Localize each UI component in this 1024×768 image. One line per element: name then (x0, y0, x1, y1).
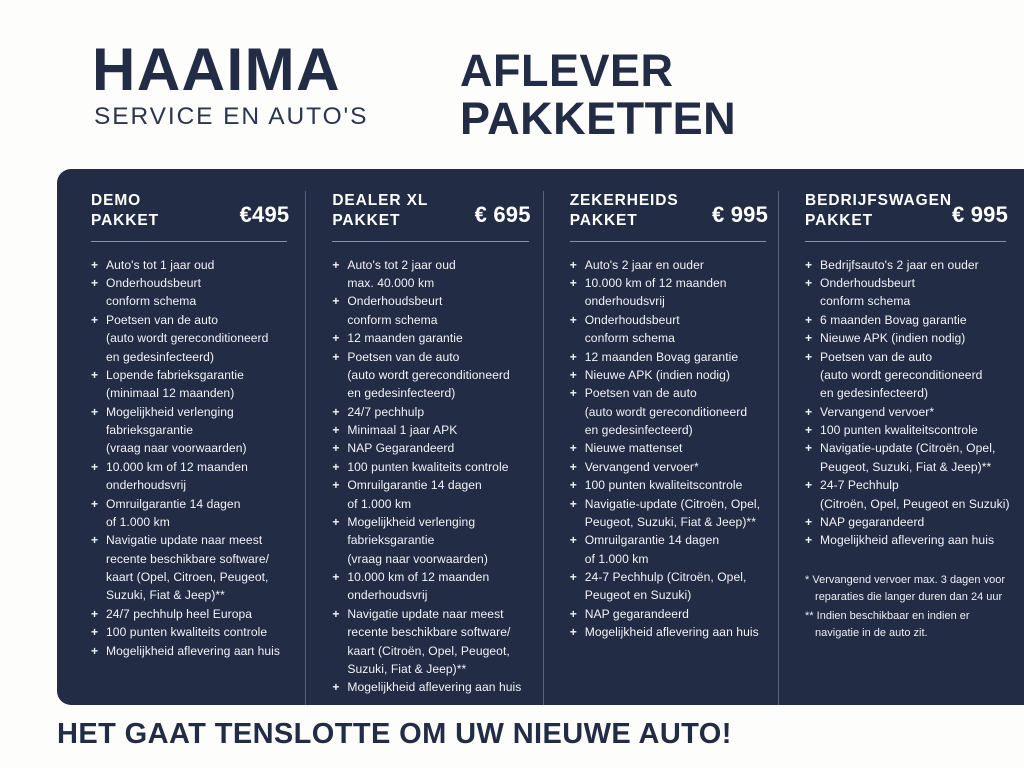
feature-item: 24/7 pechhulp (332, 403, 532, 422)
feature-item: 100 punten kwaliteits controle (91, 623, 291, 642)
package-price: €495 (239, 202, 290, 227)
package-price: € 995 (951, 202, 1009, 227)
feature-item: 100 punten kwaliteitscontrole (805, 421, 1010, 440)
feature-item: Mogelijkheid aflevering aan huis (91, 642, 291, 661)
feature-item: Poetsen van de auto (auto wordt gerecond… (570, 384, 770, 439)
header-divider (332, 240, 529, 242)
brand-tagline: SERVICE EN AUTO'S (94, 103, 369, 131)
feature-item: Auto's tot 1 jaar oud (91, 256, 291, 275)
package-column-zekerheids: ZEKERHEIDS PAKKET € 995 Auto's 2 jaar en… (542, 191, 778, 705)
package-name: ZEKERHEIDS PAKKET (569, 192, 679, 229)
feature-item: 10.000 km of 12 maanden onderhoudsvrij (91, 458, 291, 495)
package-column-dealer-xl: DEALER XL PAKKET € 695 Auto's tot 2 jaar… (305, 191, 542, 705)
feature-item: Onderhoudsbeurt conform schema (332, 292, 532, 329)
feature-item: Mogelijkheid aflevering aan huis (805, 531, 1010, 550)
feature-list: Auto's tot 1 jaar oudOnderhoudsbeurt con… (91, 256, 291, 661)
feature-item: NAP Gegarandeerd (332, 439, 532, 458)
feature-item: Navigatie-update (Citroën, Opel, Peugeot… (805, 439, 1010, 476)
feature-item: Mogelijkheid aflevering aan huis (332, 678, 532, 697)
feature-item: Nieuwe APK (indien nodig) (570, 366, 770, 385)
package-header: DEALER XL PAKKET € 695 (332, 191, 532, 241)
feature-item: 24-7 Pechhulp (Citroën, Opel, Peugeot en… (805, 476, 1010, 513)
packages-card: DEMO PAKKET €495 Auto's tot 1 jaar oudOn… (57, 169, 1024, 705)
package-column-bedrijfswagen: BEDRIJFSWAGEN PAKKET € 995 Bedrijfsauto'… (778, 191, 1024, 705)
package-header: ZEKERHEIDS PAKKET € 995 (570, 191, 770, 241)
package-name: BEDRIJFSWAGEN PAKKET (805, 192, 952, 229)
feature-item: Nieuwe APK (indien nodig) (805, 329, 1010, 348)
header-divider (91, 240, 288, 242)
feature-item: Poetsen van de auto (auto wordt gerecond… (805, 348, 1010, 403)
feature-item: 100 punten kwaliteitscontrole (570, 476, 770, 495)
package-header: DEMO PAKKET €495 (91, 191, 291, 241)
feature-item: 24/7 pechhulp heel Europa (91, 605, 291, 624)
feature-item: Vervangend vervoer* (805, 403, 1010, 422)
brand-name: HAAIMA (92, 36, 341, 103)
package-name: DEALER XL PAKKET (332, 192, 429, 229)
package-name: DEMO PAKKET (91, 192, 159, 229)
page-title-line-2: PAKKETTEN (460, 92, 737, 144)
brand-logo: HAAIMA SERVICE EN AUTO'S (92, 36, 422, 131)
footnote-list: * Vervangend vervoer max. 3 dagen voor r… (805, 572, 1010, 642)
header-divider (569, 240, 767, 242)
page-title-line-1: AFLEVER (460, 45, 674, 96)
feature-item: 10.000 km of 12 maanden onderhoudsvrij (332, 568, 532, 605)
feature-item: NAP gegarandeerd (805, 513, 1010, 532)
header-divider (805, 240, 1007, 242)
feature-item: Onderhoudsbeurt conform schema (91, 274, 291, 311)
feature-item: Mogelijkheid verlenging fabrieksgarantie… (332, 513, 532, 568)
feature-item: 10.000 km of 12 maanden onderhoudsvrij (570, 274, 770, 311)
feature-item: Minimaal 1 jaar APK (332, 421, 532, 440)
feature-list: Auto's tot 2 jaar oud max. 40.000 kmOnde… (332, 256, 532, 697)
feature-item: 24-7 Pechhulp (Citroën, Opel, Peugeot en… (570, 568, 770, 605)
package-price: € 695 (474, 202, 531, 227)
footnote-item: * Vervangend vervoer max. 3 dagen voor r… (805, 573, 1005, 603)
page-header: HAAIMA SERVICE EN AUTO'S AFLEVER PAKKETT… (0, 0, 1024, 141)
feature-item: Auto's 2 jaar en ouder (570, 256, 770, 275)
feature-item: Navigatie-update (Citroën, Opel, Peugeot… (570, 495, 770, 532)
footnote-item: ** Indien beschikbaar en indien er navig… (805, 609, 970, 639)
footer-slogan: HET GAAT TENSLOTTE OM UW NIEUWE AUTO! (57, 718, 732, 750)
feature-list: Auto's 2 jaar en ouder10.000 km of 12 ma… (570, 256, 770, 642)
feature-item: Vervangend vervoer* (570, 458, 770, 477)
feature-item: Lopende fabrieksgarantie (minimaal 12 ma… (91, 366, 291, 403)
package-header: BEDRIJFSWAGEN PAKKET € 995 (805, 191, 1010, 241)
feature-item: 100 punten kwaliteits controle (332, 458, 532, 477)
feature-list: Bedrijfsauto's 2 jaar en ouderOnderhouds… (805, 256, 1010, 550)
feature-item: Onderhoudsbeurt conform schema (570, 311, 770, 348)
package-price: € 995 (711, 202, 769, 227)
feature-item: Nieuwe mattenset (570, 439, 770, 458)
feature-item: Omruilgarantie 14 dagen of 1.000 km (332, 476, 532, 513)
feature-item: Poetsen van de auto (auto wordt gerecond… (91, 311, 291, 366)
feature-item: 6 maanden Bovag garantie (805, 311, 1010, 330)
feature-item: Navigatie update naar meest recente besc… (91, 531, 291, 605)
feature-item: NAP gegarandeerd (570, 605, 770, 624)
feature-item: Bedrijfsauto's 2 jaar en ouder (805, 256, 1010, 275)
feature-item: Mogelijkheid verlenging fabrieksgarantie… (91, 403, 291, 458)
feature-item: 12 maanden Bovag garantie (570, 348, 770, 367)
feature-item: Poetsen van de auto (auto wordt gerecond… (332, 348, 532, 403)
feature-item: Mogelijkheid aflevering aan huis (570, 623, 770, 642)
feature-item: 12 maanden garantie (332, 329, 532, 348)
feature-item: Omruilgarantie 14 dagen of 1.000 km (91, 495, 291, 532)
feature-item: Navigatie update naar meest recente besc… (332, 605, 532, 679)
package-column-demo: DEMO PAKKET €495 Auto's tot 1 jaar oudOn… (57, 191, 305, 705)
feature-item: Auto's tot 2 jaar oud max. 40.000 km (332, 256, 532, 293)
feature-item: Omruilgarantie 14 dagen of 1.000 km (570, 531, 770, 568)
page-title: AFLEVER PAKKETTEN (460, 42, 736, 142)
feature-item: Onderhoudsbeurt conform schema (805, 274, 1010, 311)
